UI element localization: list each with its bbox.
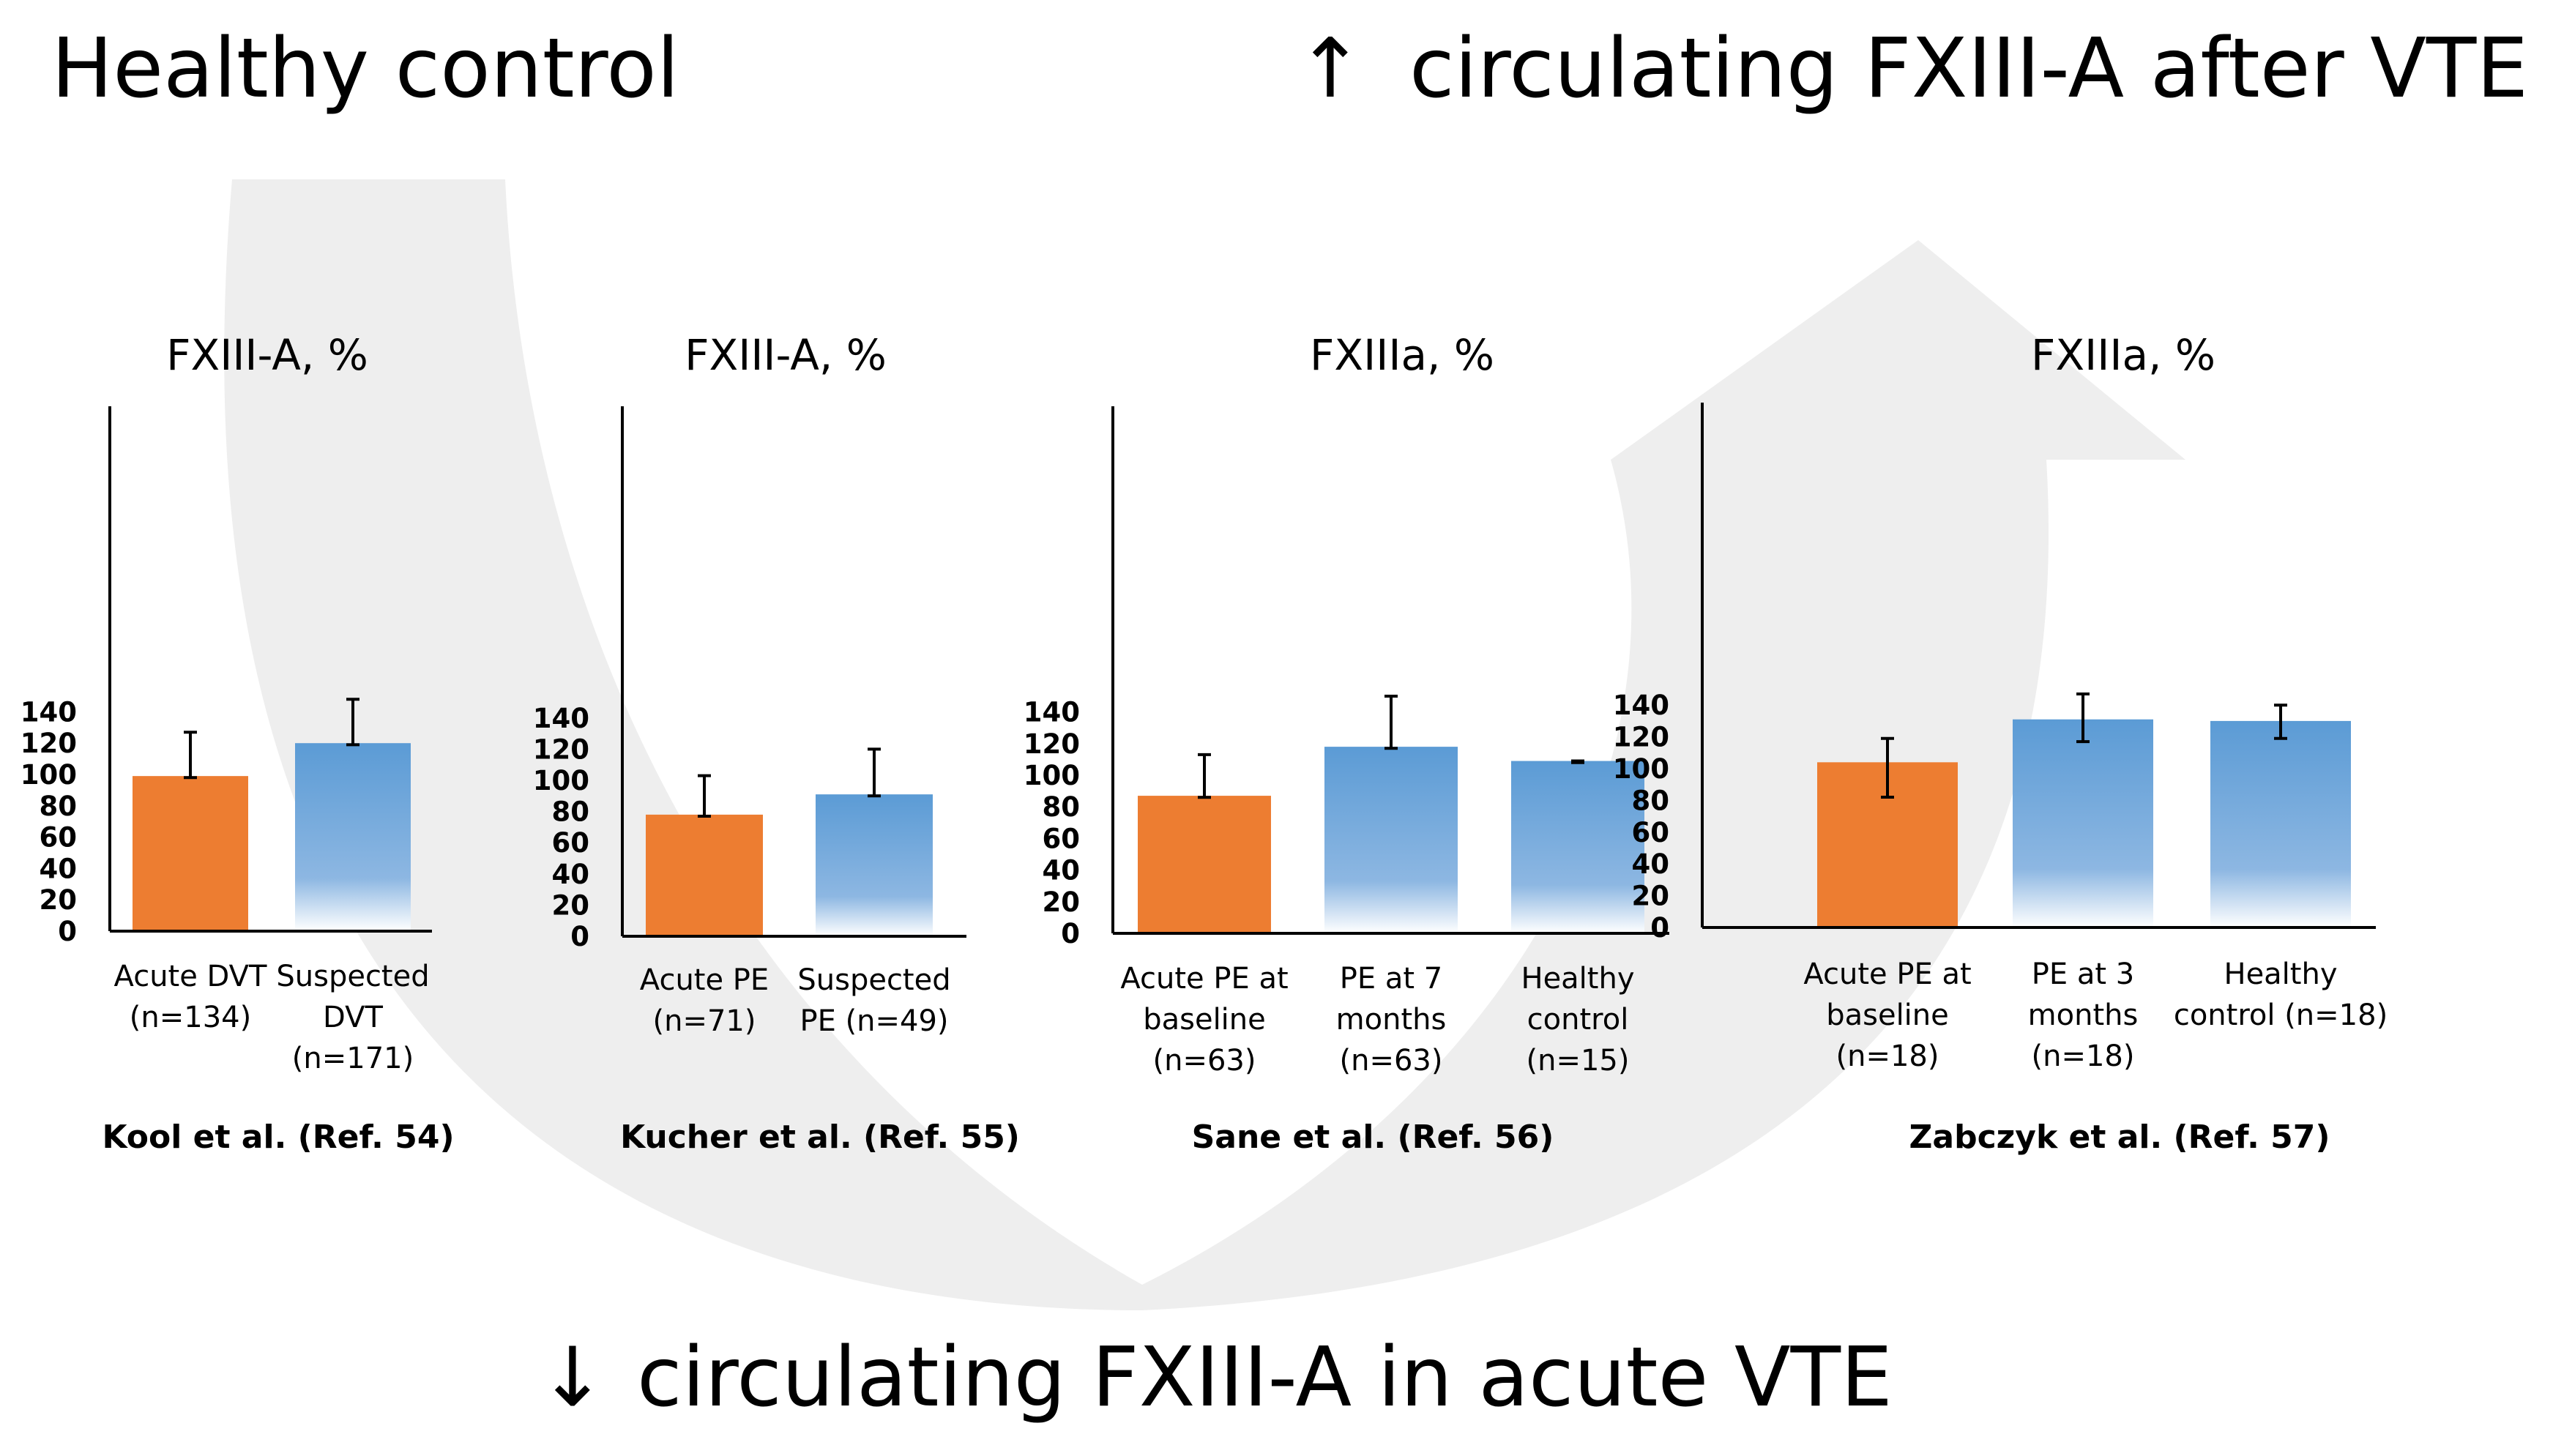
bar-1: [646, 814, 763, 936]
error-bar-2: [346, 698, 359, 747]
bar-2: [295, 743, 411, 931]
error-bar-2: [868, 747, 881, 798]
error-bar-2: [1384, 695, 1398, 750]
chart-title: FXIIIa, %: [1310, 330, 1494, 380]
up-arrow-icon: ↑: [1296, 21, 1365, 116]
chart-title: FXIII-A, %: [685, 330, 887, 380]
y-tick-label: 40: [1632, 848, 1670, 880]
down-arrow-icon: ↓: [538, 1330, 607, 1425]
reference-label: Sane et al. (Ref. 56): [1192, 1119, 1554, 1156]
error-bar-2: [2076, 692, 2090, 744]
y-tick-label: 0: [570, 921, 589, 952]
y-tick-label: 60: [1043, 823, 1081, 854]
y-tick-label: 120: [1024, 728, 1080, 760]
category-label-1: Acute PE at baseline (n=18): [1803, 957, 1971, 1073]
y-tick-label: 0: [1061, 918, 1080, 949]
bar-1: [133, 776, 248, 931]
y-tick-label: 100: [1024, 760, 1080, 791]
bar-1: [1138, 796, 1271, 933]
y-tick-label: 20: [1632, 881, 1670, 912]
category-label-1: Acute PE at baseline (n=63): [1120, 962, 1288, 1078]
category-label-3: Healthy control (n=18): [2174, 957, 2388, 1032]
bar-2: [816, 794, 933, 936]
error-bar-3: [2274, 703, 2287, 740]
bar-2: [1324, 747, 1458, 933]
cycle-arrow-icon: [224, 179, 2185, 1310]
chart-title: FXIII-A, %: [166, 330, 368, 380]
error-bar-1: [184, 731, 197, 780]
y-tick-label: 0: [58, 916, 77, 947]
reference-label: Kucher et al. (Ref. 55): [620, 1119, 1020, 1156]
y-tick-label: 100: [21, 759, 77, 791]
category-label-2: PE at 7 months (n=63): [1336, 962, 1447, 1078]
y-tick-label: 80: [40, 791, 78, 822]
reference-label: Zabczyk et al. (Ref. 57): [1909, 1119, 2330, 1156]
category-label-1: Acute PE (n=71): [640, 963, 769, 1038]
down-heading-text: circulating FXIII-A in acute VTE: [637, 1330, 1893, 1425]
y-tick-label: 20: [552, 889, 590, 921]
bar-3: [1511, 761, 1644, 933]
y-tick-label: 120: [533, 733, 589, 765]
y-tick-label: 100: [1613, 753, 1669, 785]
y-tick-label: 60: [40, 822, 78, 854]
y-tick-label: 40: [40, 853, 78, 884]
y-tick-label: 120: [21, 728, 77, 759]
error-bar-1: [698, 774, 711, 818]
category-label-2: PE at 3 months (n=18): [2028, 957, 2139, 1073]
y-tick-label: 140: [21, 696, 77, 728]
category-label-1: Acute DVT (n=134): [114, 960, 267, 1034]
category-label-2: Suspected PE (n=49): [797, 963, 950, 1038]
y-tick-label: 140: [533, 703, 589, 734]
error-bar-3: [1571, 759, 1584, 764]
y-tick-label: 100: [533, 765, 589, 796]
up-heading-text: circulating FXIII-A after VTE: [1409, 21, 2528, 116]
category-label-3: Healthy control (n=15): [1521, 962, 1634, 1078]
up-heading: ↑ circulating FXIII-A after VTE: [1296, 21, 2528, 116]
y-tick-label: 0: [1650, 912, 1669, 944]
y-tick-label: 80: [552, 796, 590, 828]
y-tick-label: 80: [1632, 785, 1670, 816]
category-label-2: Suspected DVT (n=171): [276, 960, 429, 1075]
chart-title: FXIIIa, %: [2031, 330, 2215, 380]
y-tick-label: 40: [1043, 855, 1081, 886]
bar-2: [2013, 719, 2153, 927]
down-heading: ↓ circulating FXIII-A in acute VTE: [538, 1330, 1893, 1425]
y-tick-label: 20: [1043, 886, 1081, 918]
y-tick-label: 140: [1024, 697, 1080, 728]
y-tick-label: 60: [552, 827, 590, 859]
error-bar-1: [1198, 753, 1211, 799]
y-tick-label: 60: [1632, 817, 1670, 848]
error-bar-1: [1881, 736, 1894, 799]
bar-3: [2210, 720, 2351, 927]
y-tick-label: 20: [40, 884, 78, 916]
healthy-control-heading: Healthy control: [51, 21, 679, 116]
y-tick-label: 120: [1613, 722, 1669, 753]
y-tick-label: 140: [1613, 690, 1669, 721]
reference-label: Kool et al. (Ref. 54): [102, 1119, 454, 1156]
y-tick-label: 40: [552, 859, 590, 890]
y-tick-label: 80: [1043, 791, 1081, 823]
